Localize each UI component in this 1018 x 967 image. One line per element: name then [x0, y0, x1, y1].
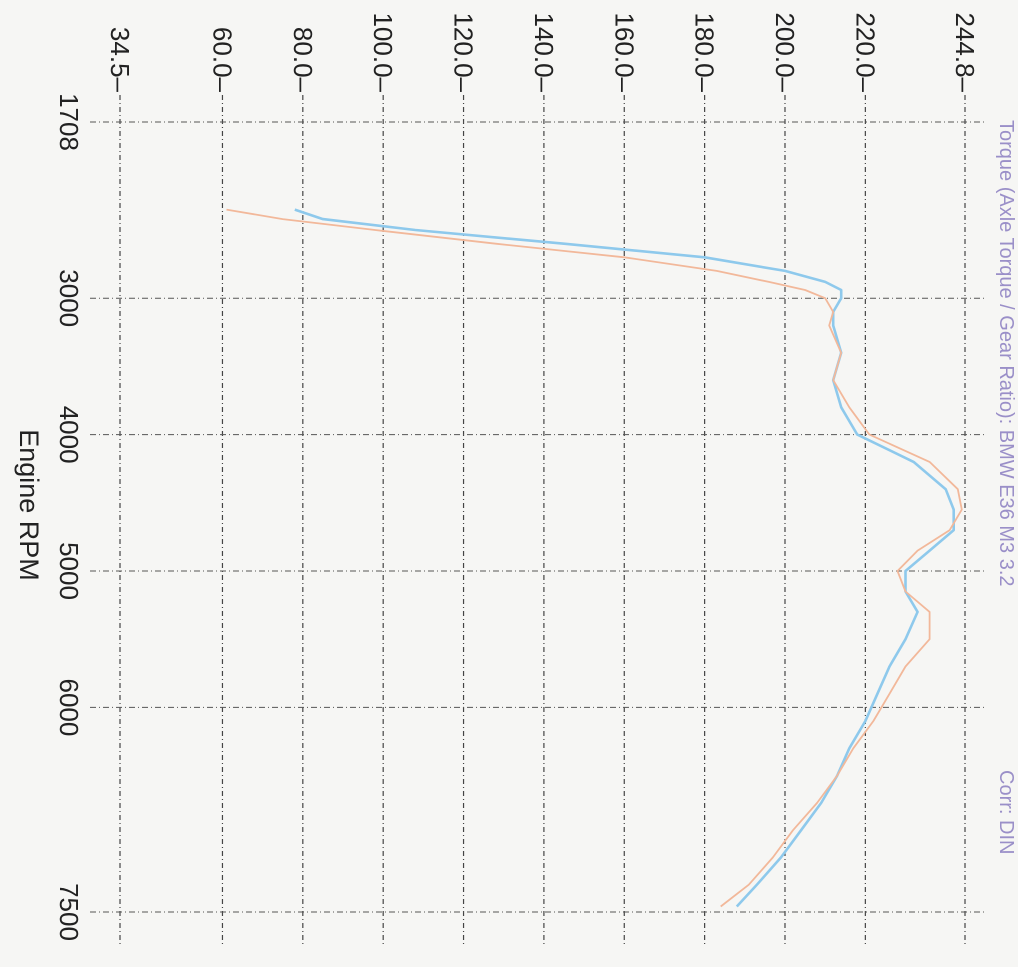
correction-text: Corr: DIN: [995, 770, 1017, 854]
series-layer: [226, 208, 963, 908]
torque-tick-label: 160.0–: [609, 12, 639, 92]
torque-tick-label: 180.0–: [690, 12, 720, 92]
torque-tick-label: 120.0–: [449, 12, 479, 92]
torque-tick-label: 244.8–: [950, 12, 980, 92]
x-tick-labels: 1708 3000 4000 5000 6000 7500: [54, 93, 84, 941]
torque-tick-label: 220.0–: [850, 12, 880, 92]
rpm-tick-label: 1708: [54, 93, 84, 151]
torque-tick-label: 80.0–: [288, 27, 318, 93]
torque-series-line-1: [294, 208, 956, 908]
rpm-tick-label: 5000: [54, 542, 84, 600]
torque-series-line-2: [226, 208, 963, 908]
y-tick-labels: 34.5– 60.0– 80.0– 100.0– 120.0– 140.0– 160.0– 1…: [105, 12, 980, 92]
rpm-tick-label: 6000: [54, 678, 84, 736]
chart-header-text: Torque (Axle Torque / Gear Ratio): BMW E…: [995, 120, 1017, 587]
torque-tick-label: 200.0–: [770, 12, 800, 92]
rpm-tick-label: 3000: [54, 269, 84, 327]
torque-tick-label: 60.0–: [207, 27, 237, 93]
grid-layer: [90, 95, 985, 945]
x-axis-label: Engine RPM: [14, 429, 44, 581]
rpm-tick-label: 7500: [54, 883, 84, 941]
torque-tick-label: 34.5–: [105, 27, 135, 93]
torque-tick-label: 140.0–: [529, 12, 559, 92]
rpm-tick-label: 4000: [54, 406, 84, 464]
torque-tick-label: 100.0–: [368, 12, 398, 92]
